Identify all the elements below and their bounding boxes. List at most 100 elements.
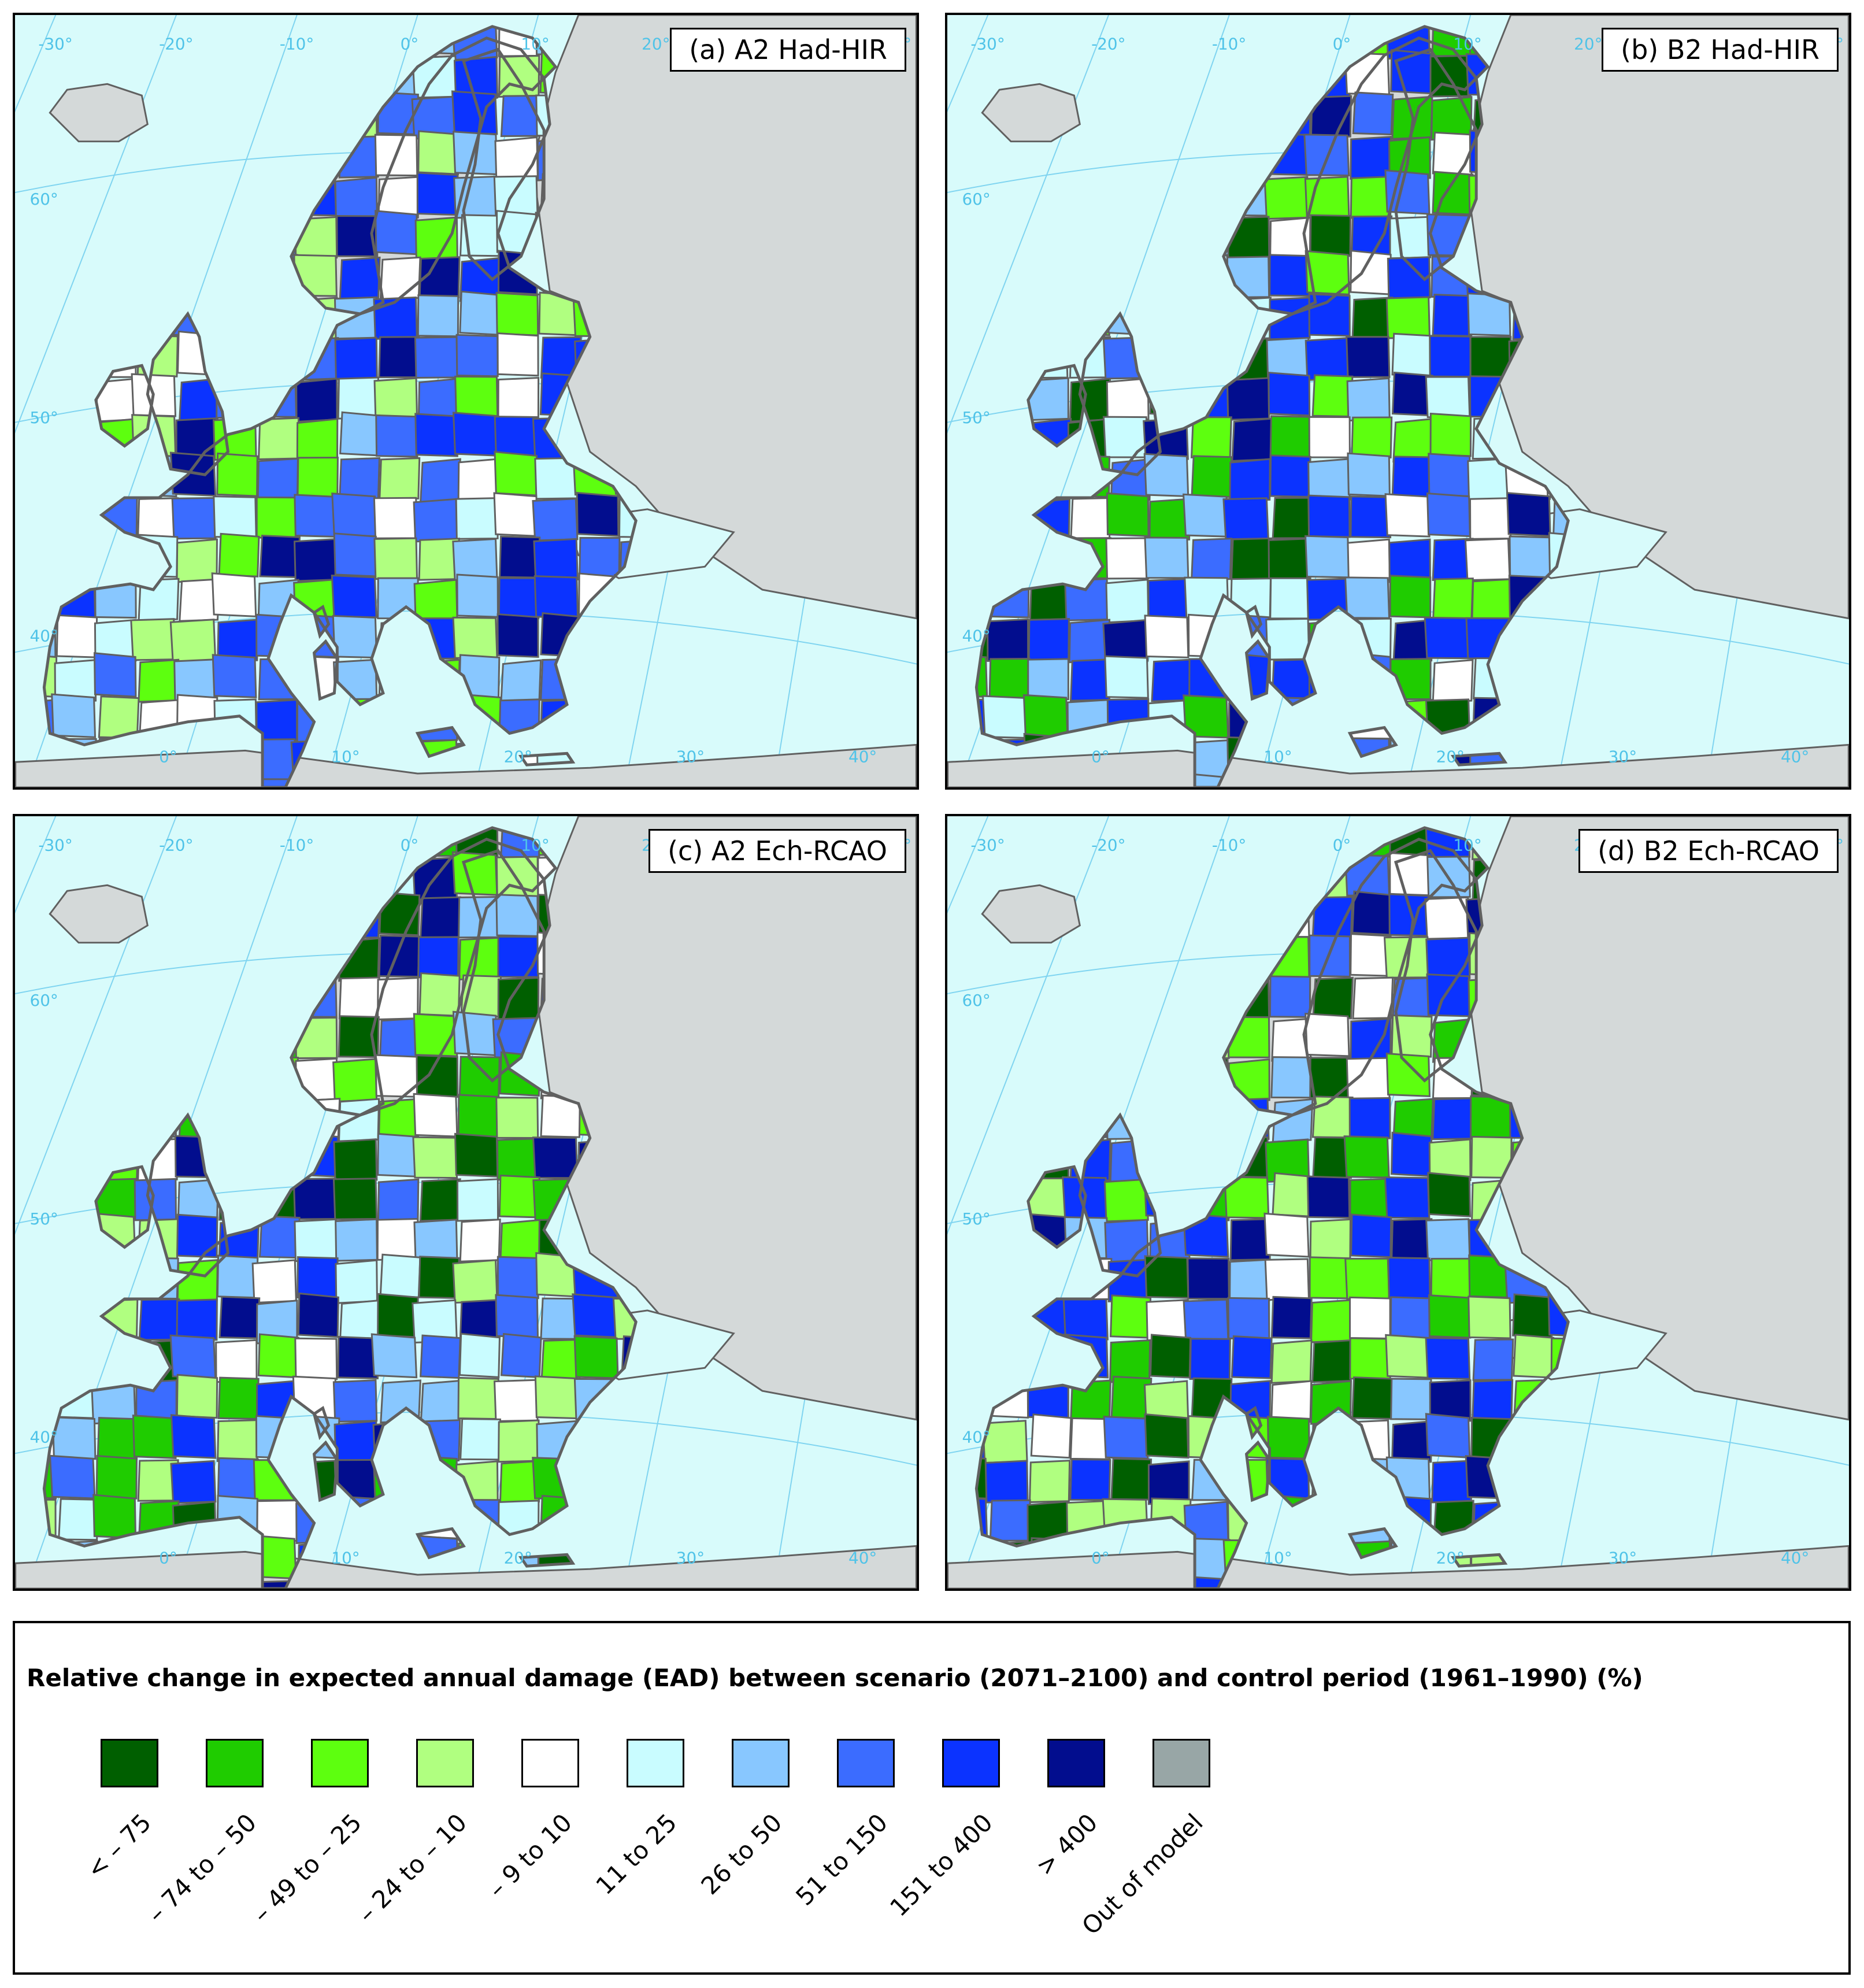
nuts-region — [169, 619, 217, 663]
nuts-region — [1390, 1131, 1433, 1178]
coastline — [974, 838, 1570, 1589]
iceland — [49, 83, 149, 143]
meridian-line — [15, 15, 177, 434]
longitude-label: 10° — [521, 836, 549, 855]
nuts-region — [414, 336, 458, 379]
nuts-region — [1344, 576, 1391, 619]
nuts-region — [1312, 1136, 1354, 1179]
nuts-region — [370, 1333, 418, 1379]
nuts-region — [1264, 1258, 1310, 1301]
nuts-region — [217, 619, 259, 663]
longitude-label: 0° — [1091, 1548, 1110, 1567]
legend-label: 51 to 150 — [790, 1808, 893, 1911]
nuts-region — [1351, 1376, 1394, 1420]
nuts-region — [1189, 1338, 1231, 1380]
coastline — [1222, 826, 1490, 1117]
nuts-region — [456, 573, 499, 618]
longitude-label: 20° — [504, 1548, 532, 1567]
legend-swatch — [1153, 1739, 1210, 1787]
nuts-region — [455, 497, 499, 540]
legend-swatch — [837, 1739, 895, 1787]
longitude-label: 10° — [1263, 1548, 1292, 1567]
nuts-region — [1311, 1095, 1354, 1139]
nuts-region — [1424, 616, 1470, 660]
latitude-label: 60° — [962, 190, 991, 209]
nuts-region — [218, 532, 260, 577]
nuts-region — [1069, 1458, 1111, 1501]
nuts-region — [1385, 296, 1431, 339]
nuts-region — [1062, 1298, 1109, 1341]
nuts-region — [254, 1580, 298, 1589]
nuts-region — [1191, 538, 1232, 581]
nuts-region — [413, 1219, 458, 1263]
nuts-region — [412, 1136, 458, 1179]
legend-label: – 24 to – 10 — [352, 1808, 472, 1928]
nuts-region — [138, 658, 180, 703]
nuts-region — [1349, 1337, 1391, 1380]
nuts-region — [377, 1293, 419, 1338]
nuts-region — [497, 935, 539, 978]
latitude-label: 50° — [30, 408, 58, 427]
legend-label: 26 to 50 — [695, 1808, 788, 1900]
nuts-region — [1307, 494, 1351, 538]
nuts-region — [1110, 1457, 1153, 1501]
coastline — [1078, 311, 1162, 476]
nuts-region — [1428, 1138, 1472, 1183]
longitude-label: -30° — [38, 836, 72, 855]
nuts-region — [378, 934, 420, 978]
panel-title-c: (c) A2 Ech-RCAO — [648, 829, 906, 873]
nuts-region — [1387, 256, 1431, 299]
nuts-region — [1106, 492, 1150, 538]
coastline — [312, 1440, 339, 1502]
nuts-region — [1182, 493, 1229, 538]
nuts-region — [1263, 1212, 1310, 1258]
legend-swatch — [732, 1739, 790, 1787]
longitude-label: -10° — [280, 836, 314, 855]
nuts-region — [1432, 131, 1474, 176]
map-panel-c: -30°-20°-10°0°10°20°30°40°0°10°20°30°40°… — [13, 814, 919, 1591]
longitude-label: 10° — [521, 35, 549, 54]
nuts-region — [377, 1178, 420, 1223]
longitude-label: 20° — [504, 747, 532, 766]
nuts-region — [1432, 294, 1474, 337]
nuts-region — [1191, 455, 1233, 498]
nuts-region — [572, 1293, 618, 1338]
nuts-region — [1425, 1218, 1471, 1261]
outside-land-south — [947, 743, 1849, 787]
nuts-region — [1385, 1052, 1431, 1097]
nuts-region — [130, 618, 176, 661]
nuts-region — [332, 614, 378, 659]
nuts-region — [294, 1337, 338, 1380]
legend-label: – 9 to 10 — [482, 1808, 577, 1904]
nuts-region — [414, 216, 458, 261]
nuts-region — [332, 1058, 378, 1103]
longitude-label: 20° — [1436, 747, 1465, 766]
nuts-region — [458, 1332, 501, 1378]
nuts-region — [1231, 537, 1273, 580]
panel-title-a: (a) A2 Had-HIR — [670, 28, 906, 72]
legend-swatch — [206, 1739, 264, 1787]
nuts-region — [419, 896, 461, 939]
nuts-region — [1270, 1056, 1313, 1099]
nuts-region — [452, 616, 498, 660]
outside-land-south — [947, 1545, 1849, 1589]
nuts-region — [1263, 176, 1310, 220]
nuts-region — [377, 1132, 419, 1178]
coastline — [1244, 1440, 1271, 1502]
nuts-region — [1387, 1256, 1431, 1300]
nuts-region — [211, 572, 257, 617]
longitude-label: 40° — [1781, 1548, 1809, 1567]
nuts-region — [294, 538, 338, 582]
coastline — [461, 47, 546, 282]
nuts-region — [458, 936, 501, 980]
longitude-label: 20° — [1436, 1548, 1465, 1567]
nuts-region — [216, 1254, 259, 1299]
nuts-region — [1432, 577, 1474, 620]
nuts-region — [216, 452, 258, 497]
nuts-region — [339, 256, 381, 301]
nuts-region — [212, 654, 257, 698]
coastline — [94, 364, 155, 448]
nuts-region — [375, 414, 418, 458]
nuts-region — [93, 652, 137, 698]
nuts-region — [1388, 136, 1431, 182]
